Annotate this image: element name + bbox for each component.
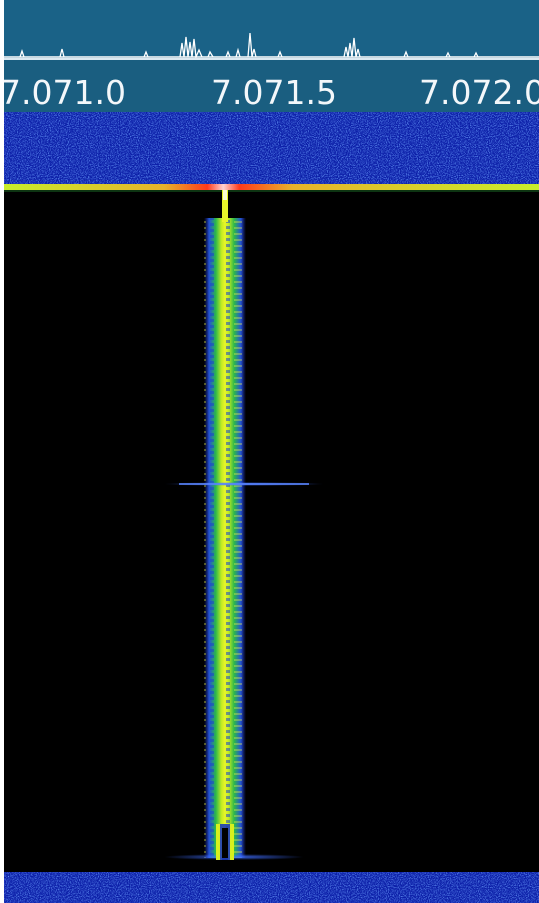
burst-line bbox=[4, 184, 539, 192]
spectrum-trace-line bbox=[19, 32, 479, 58]
noise-band-top bbox=[4, 112, 539, 184]
carrier-signal bbox=[204, 190, 246, 858]
frequency-scale: 7.071.0 7.071.5 7.072.0 bbox=[4, 58, 539, 112]
waterfall-area[interactable] bbox=[4, 112, 539, 903]
frequency-tick-label: 7.071.5 bbox=[211, 73, 337, 112]
waterfall-canvas bbox=[4, 112, 539, 903]
noise-band-bottom bbox=[4, 872, 539, 903]
spectrum-trace-graph bbox=[4, 32, 539, 58]
frequency-tick-label: 7.071.0 bbox=[0, 73, 126, 112]
signal-tail bbox=[164, 824, 304, 860]
frequency-tick-label: 7.072.0 bbox=[419, 73, 539, 112]
spectrum-trace[interactable] bbox=[4, 0, 539, 58]
spur-line bbox=[164, 482, 324, 486]
